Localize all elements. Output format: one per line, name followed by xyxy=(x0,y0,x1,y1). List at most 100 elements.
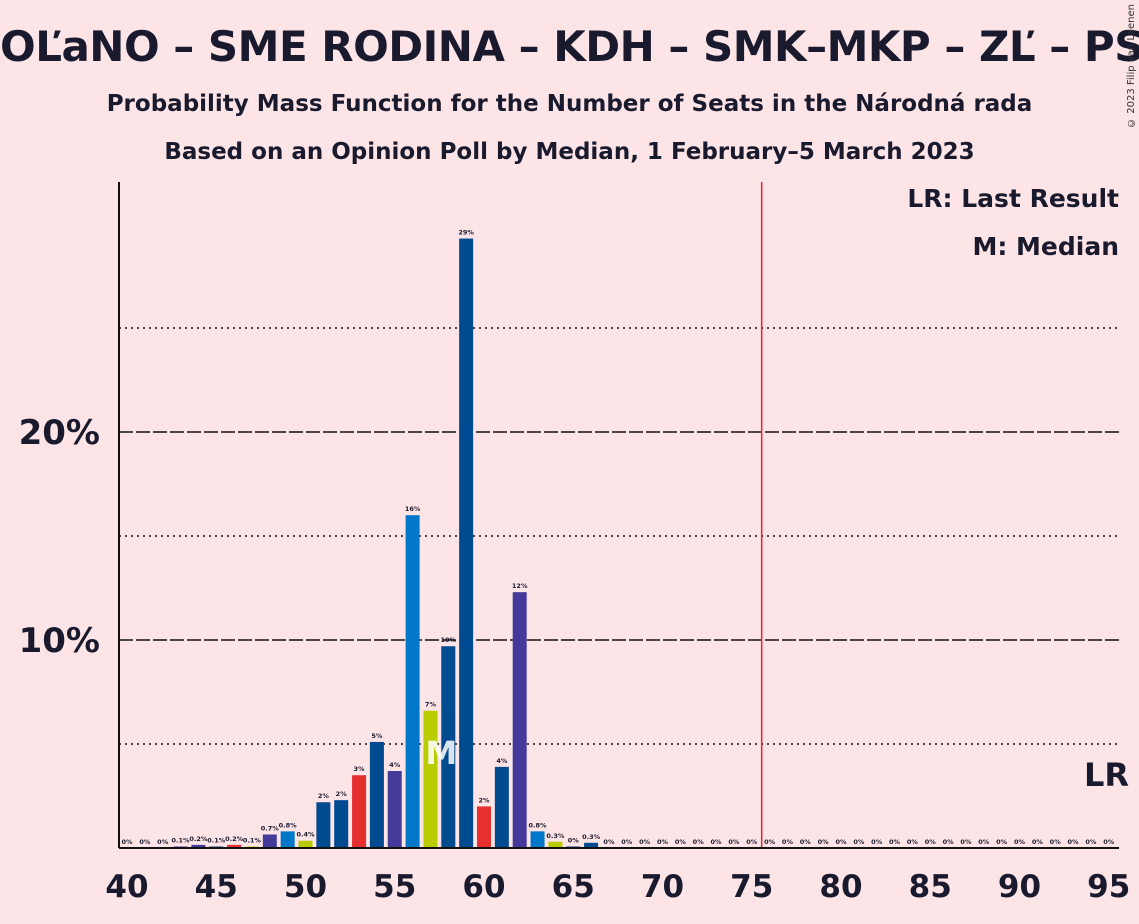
bar-seat-56 xyxy=(405,515,420,848)
x-tick-label: 85 xyxy=(909,869,952,905)
bar-label: 0% xyxy=(139,838,151,846)
bar-label: 0% xyxy=(121,838,133,846)
bar-label: 10% xyxy=(441,636,457,644)
bar-label: 0% xyxy=(693,838,705,846)
bar-label: 0.7% xyxy=(261,824,280,832)
bar-label: 3% xyxy=(354,765,366,773)
x-tick-label: 40 xyxy=(105,869,148,905)
bar-label: 0.8% xyxy=(529,821,548,829)
bar-seat-53 xyxy=(352,775,367,848)
bar-label: 0% xyxy=(1014,838,1026,846)
bar-label: 0% xyxy=(835,838,847,846)
bar-seat-49 xyxy=(280,831,295,848)
bar-label: 5% xyxy=(371,732,383,740)
legend-median: M: Median xyxy=(972,232,1119,261)
bar-label: 0% xyxy=(1050,838,1062,846)
bar-label: 0.4% xyxy=(296,831,315,839)
bar-seat-61 xyxy=(494,766,509,848)
bar-label: 0% xyxy=(1032,838,1044,846)
bar-label: 0% xyxy=(1068,838,1080,846)
bar-seat-57 xyxy=(423,710,438,848)
bar-label: 0% xyxy=(1085,838,1097,846)
bar-label: 0.1% xyxy=(243,837,262,845)
bar-label: 0% xyxy=(657,838,669,846)
bar-label: 0.8% xyxy=(279,821,298,829)
bar-seat-48 xyxy=(262,834,277,848)
bar-labels-group: 0% 0% 0% 0.1% 0.2% 0.1% 0.2% 0.1%0.7% 0.8%0.4%2%… xyxy=(121,229,1114,846)
bar-seat-66 xyxy=(584,842,599,848)
bar-label: 4% xyxy=(496,757,508,765)
bar-label: 2% xyxy=(336,790,348,798)
bar-seat-52 xyxy=(334,800,349,848)
bar-label: 7% xyxy=(425,701,437,709)
chart-subtitle-2: Based on an Opinion Poll by Median, 1 Fe… xyxy=(164,139,975,165)
bars-group xyxy=(173,238,599,848)
bar-label: 0% xyxy=(157,838,169,846)
median-marker: M xyxy=(425,734,457,772)
bar-label: 0% xyxy=(978,838,990,846)
bar-label: 0% xyxy=(800,838,812,846)
last-result-marker: LR xyxy=(1083,756,1129,794)
bar-label: 29% xyxy=(458,229,474,237)
x-tick-label: 70 xyxy=(641,869,684,905)
bar-label: 0% xyxy=(996,838,1008,846)
bar-label: 0% xyxy=(782,838,794,846)
bar-seat-46 xyxy=(227,844,242,848)
bar-label: 0% xyxy=(889,838,901,846)
x-tick-label: 50 xyxy=(284,869,327,905)
bar-seat-58 xyxy=(441,646,456,848)
x-tick-label: 90 xyxy=(998,869,1041,905)
bar-label: 0% xyxy=(621,838,633,846)
bar-label: 0% xyxy=(746,838,758,846)
bar-label: 2% xyxy=(478,796,490,804)
bar-label: 0% xyxy=(960,838,972,846)
bar-label: 0% xyxy=(853,838,865,846)
bar-label: 0% xyxy=(639,838,651,846)
chart-title: OĽaNO – SME RODINA – KDH – SMK–MKP – ZĽ … xyxy=(0,22,1139,71)
bar-label: 0.2% xyxy=(225,835,244,843)
bar-label: 0% xyxy=(711,838,723,846)
bar-label: 0% xyxy=(568,837,580,845)
bar-seat-63 xyxy=(530,831,545,848)
bar-seat-50 xyxy=(298,840,313,848)
x-tick-label: 80 xyxy=(819,869,862,905)
bar-label: 0.1% xyxy=(172,837,191,845)
bar-seat-44 xyxy=(191,844,206,848)
x-tick-label: 75 xyxy=(730,869,773,905)
y-tick-label: 20% xyxy=(19,413,100,453)
y-tick-label: 10% xyxy=(19,621,100,661)
x-tick-label: 45 xyxy=(195,869,238,905)
bar-label: 0% xyxy=(871,838,883,846)
bar-seat-60 xyxy=(477,806,491,848)
bar-seat-51 xyxy=(316,802,331,848)
grid-lines xyxy=(119,182,1119,848)
bar-label: 0.3% xyxy=(582,833,601,841)
bar-seat-62 xyxy=(512,592,527,848)
x-tick-label: 55 xyxy=(373,869,416,905)
bar-label: 0% xyxy=(1103,838,1115,846)
bar-label: 0% xyxy=(764,838,776,846)
bar-label: 0% xyxy=(907,838,919,846)
bar-label: 0.1% xyxy=(207,837,226,845)
x-tick-label: 65 xyxy=(552,869,595,905)
legend-last-result: LR: Last Result xyxy=(907,184,1119,213)
bar-label: 2% xyxy=(318,792,330,800)
bar-label: 0% xyxy=(603,838,615,846)
axes-group: 10% 20% 40 45 50 55 60 65 70 75 80 85 90 95 xyxy=(19,182,1130,905)
chart-subtitle-1: Probability Mass Function for the Number… xyxy=(106,91,1033,117)
bar-label: 4% xyxy=(389,761,401,769)
bar-label: 0% xyxy=(818,838,830,846)
bar-seat-64 xyxy=(548,841,563,848)
bar-label: 0% xyxy=(943,838,955,846)
bar-seat-55 xyxy=(387,771,402,848)
bar-label: 0% xyxy=(728,838,740,846)
x-tick-label: 95 xyxy=(1087,869,1130,905)
bar-label: 0.2% xyxy=(189,835,208,843)
bar-label: 0% xyxy=(925,838,937,846)
bar-label: 0% xyxy=(675,838,687,846)
x-tick-label: 60 xyxy=(462,869,505,905)
bar-seat-54 xyxy=(369,741,384,848)
bar-label: 16% xyxy=(405,505,421,513)
bar-label: 0.3% xyxy=(546,832,565,840)
